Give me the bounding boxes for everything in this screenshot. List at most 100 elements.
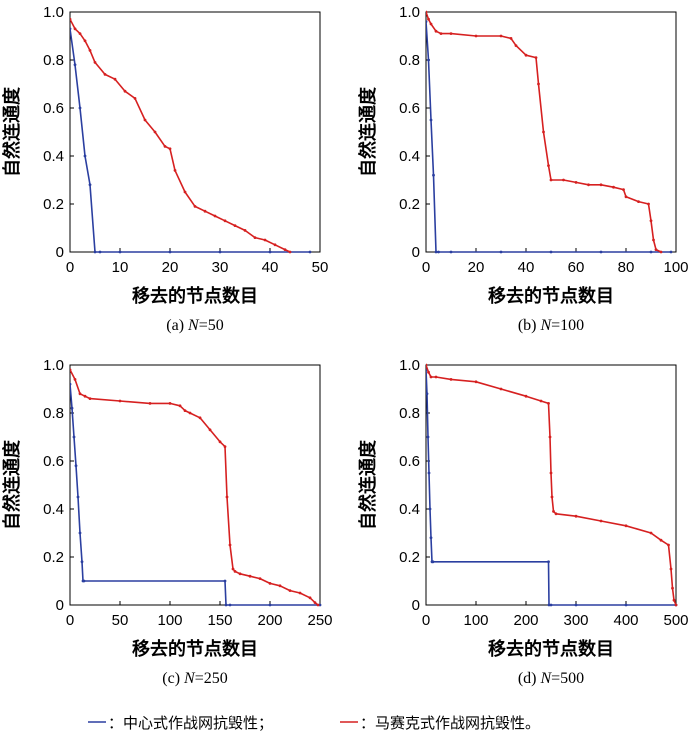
data-point-mosaic — [427, 17, 430, 21]
series-mosaic-c — [70, 368, 320, 607]
y-tick-label: 0.8 — [43, 52, 64, 69]
data-point-mosaic — [649, 219, 653, 223]
data-point-mosaic — [83, 394, 87, 398]
x-tick-label: 80 — [618, 259, 635, 276]
data-point-mosaic — [288, 250, 292, 254]
caption-value: =100 — [551, 317, 584, 334]
data-point-centralized — [599, 250, 603, 254]
caption-value: =50 — [199, 317, 224, 334]
data-point-mosaic — [429, 375, 433, 379]
panel-caption: (a) N=50 — [166, 317, 223, 334]
plot-frame-c — [69, 364, 321, 606]
data-point-mosaic — [426, 10, 428, 14]
data-point-mosaic — [534, 56, 538, 59]
y-tick-label: 0.8 — [399, 52, 420, 69]
y-tick-label: 0.4 — [399, 501, 420, 518]
caption-prefix: (d) — [518, 670, 541, 687]
data-point-centralized — [228, 603, 232, 607]
data-point-mosaic — [547, 164, 550, 168]
data-point-centralized — [549, 250, 553, 254]
y-tick-label: 0 — [412, 244, 420, 261]
data-point-mosaic — [599, 519, 603, 523]
y-tick-label: 1.0 — [43, 4, 64, 21]
y-tick-label: 0.2 — [43, 196, 64, 213]
legend-centralized-label: ：中心式作战网抗毁性； — [108, 714, 273, 732]
data-point-mosaic — [427, 370, 430, 374]
panel-caption: (c) N=250 — [162, 670, 227, 687]
data-point-mosaic — [188, 411, 192, 415]
data-point-mosaic — [652, 238, 655, 242]
data-point-mosaic — [133, 97, 137, 100]
series-line-mosaic — [426, 364, 677, 606]
y-tick-label: 0 — [56, 244, 64, 261]
x-tick-label: 60 — [568, 259, 585, 276]
data-point-mosaic — [208, 428, 212, 432]
x-axis-label: 移去的节点数目 — [488, 285, 614, 307]
x-tick-label: 0 — [422, 259, 430, 276]
x-tick-label: 20 — [468, 259, 485, 276]
data-point-mosaic — [554, 512, 558, 516]
data-point-centralized — [624, 603, 628, 607]
x-tick-label: 200 — [257, 612, 282, 629]
data-point-mosaic — [659, 538, 663, 542]
x-axis-label: 移去的节点数目 — [488, 638, 614, 660]
data-point-mosaic — [70, 368, 72, 372]
data-point-mosaic — [143, 118, 147, 122]
data-point-centralized — [429, 118, 433, 122]
data-point-mosaic — [213, 214, 217, 218]
data-point-mosaic — [624, 195, 628, 199]
data-point-mosaic — [233, 570, 237, 573]
data-point-centralized — [432, 173, 435, 177]
data-point-centralized — [499, 250, 503, 254]
data-point-mosaic — [316, 603, 320, 607]
x-tick-label: 200 — [513, 612, 538, 629]
data-point-centralized — [118, 250, 122, 254]
series-centralized-b — [426, 20, 673, 254]
data-point-mosaic — [647, 202, 650, 206]
data-point-centralized — [449, 250, 453, 254]
data-point-mosaic — [449, 378, 453, 381]
data-point-mosaic — [258, 577, 262, 580]
caption-prefix: (c) — [162, 670, 184, 687]
series-line-mosaic — [70, 369, 319, 606]
series-mosaic-a — [70, 17, 292, 254]
data-point-mosaic — [73, 27, 77, 31]
data-point-centralized — [437, 250, 440, 254]
y-axis-label: 自然连通度 — [1, 86, 23, 177]
caption-prefix: (a) — [166, 317, 188, 334]
data-point-mosaic — [549, 178, 553, 182]
data-point-mosaic — [283, 248, 287, 252]
caption-value: =250 — [195, 670, 228, 687]
chart-panel-b: 0 20 40 60 80 100 0 0.2 0.4 0.6 0.8 1.0 移去的节点数目 自然连通度… — [357, 4, 689, 334]
data-point-mosaic — [278, 584, 282, 588]
data-point-mosaic — [674, 603, 678, 607]
data-point-mosaic — [509, 37, 513, 40]
plot-frame-a — [69, 11, 321, 253]
x-tick-label: 100 — [157, 612, 182, 629]
chart-panel-c: 0 50 100 150 200 250 0 0.2 0.4 0.6 0.8 1.0 移去的节点数目 自然… — [1, 357, 333, 687]
data-point-mosaic — [574, 181, 578, 184]
data-point-centralized — [426, 435, 430, 439]
data-point-mosaic — [669, 567, 673, 571]
chart-panel-a: 0 10 20 30 40 50 0 0.2 0.4 0.6 0.8 1.0 移去的节点数目 自然连通度 (… — [1, 4, 328, 334]
x-tick-label: 40 — [518, 259, 535, 276]
data-point-centralized — [78, 106, 82, 110]
data-point-centralized — [168, 250, 172, 254]
x-axis-label: 移去的节点数目 — [132, 285, 258, 307]
data-point-mosaic — [499, 34, 503, 38]
data-point-mosaic — [434, 375, 438, 379]
data-point-mosaic — [198, 416, 202, 420]
legend-mosaic-label: ：马赛克式作战网抗毁性。 — [360, 714, 540, 732]
y-axis-label: 自然连通度 — [357, 439, 379, 530]
data-point-centralized — [76, 495, 80, 499]
data-point-mosaic — [499, 387, 503, 391]
data-point-centralized — [72, 435, 76, 439]
data-point-mosaic — [298, 591, 302, 595]
data-point-mosaic — [93, 61, 97, 64]
data-point-mosaic — [574, 514, 578, 518]
x-tick-label: 500 — [663, 612, 688, 629]
x-tick-label: 40 — [262, 259, 279, 276]
data-point-mosaic — [88, 49, 92, 52]
caption-prefix: (b) — [518, 317, 541, 334]
data-point-mosaic — [123, 89, 127, 93]
